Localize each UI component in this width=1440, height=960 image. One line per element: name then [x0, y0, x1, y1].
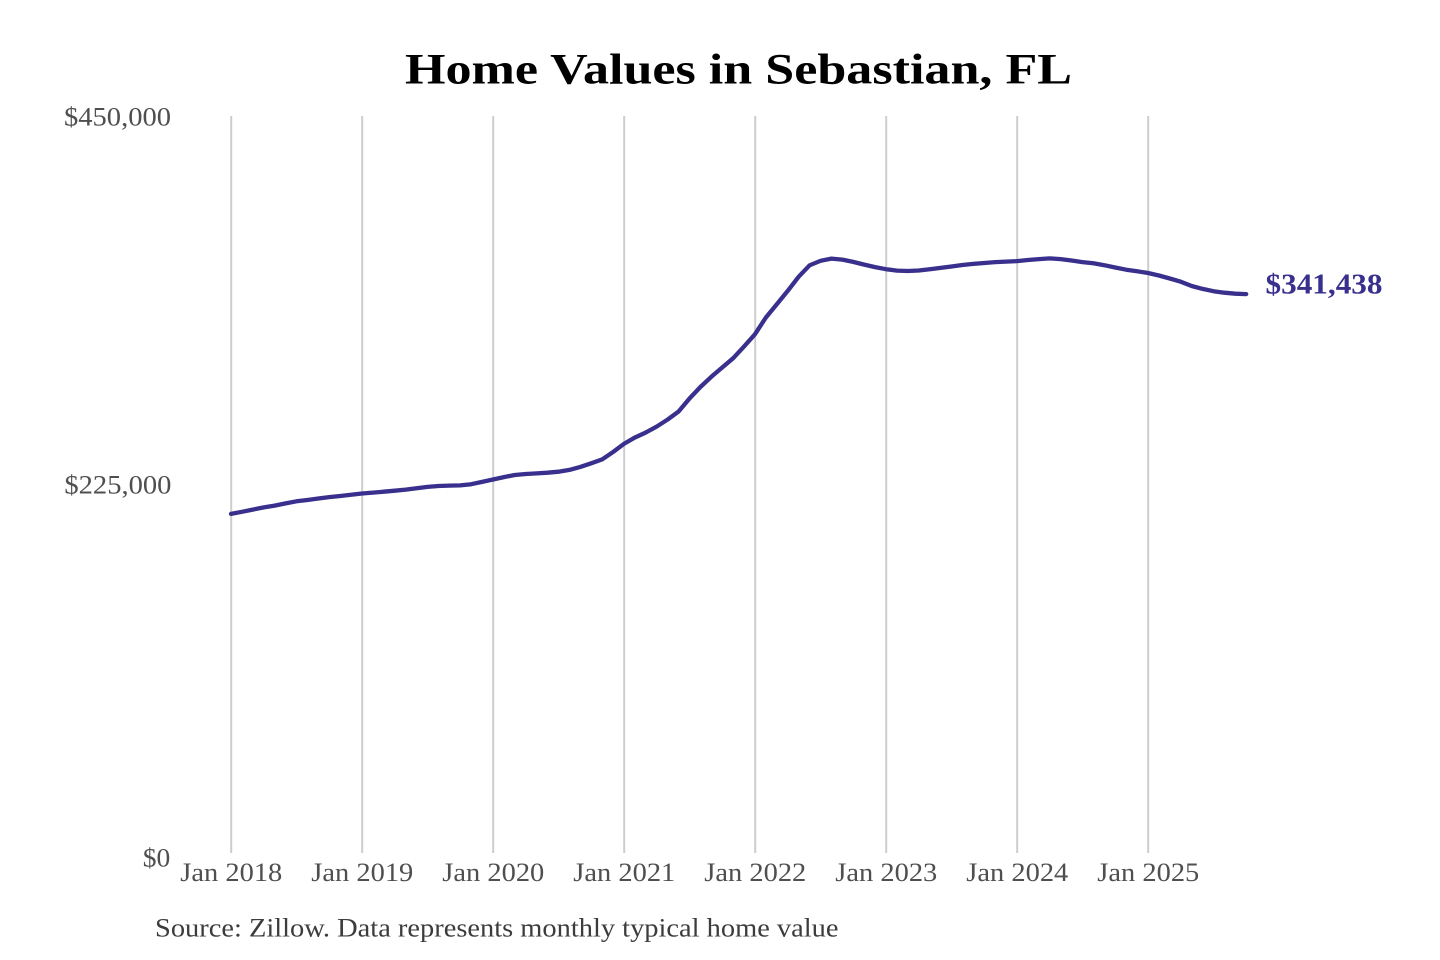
svg-text:Jan 2018: Jan 2018 [180, 858, 282, 887]
svg-text:Jan 2023: Jan 2023 [835, 858, 937, 887]
svg-text:Jan 2024: Jan 2024 [966, 858, 1068, 887]
svg-text:$225,000: $225,000 [64, 470, 171, 499]
svg-text:Jan 2019: Jan 2019 [311, 858, 413, 887]
svg-text:Jan 2021: Jan 2021 [573, 858, 675, 887]
svg-text:$341,438: $341,438 [1266, 269, 1383, 300]
svg-text:Source: Zillow. Data represent: Source: Zillow. Data represents monthly … [155, 913, 839, 942]
svg-text:Jan 2025: Jan 2025 [1097, 858, 1199, 887]
svg-text:$450,000: $450,000 [64, 103, 171, 132]
svg-text:$0: $0 [143, 843, 171, 872]
svg-text:Jan 2022: Jan 2022 [704, 858, 806, 887]
svg-text:Jan 2020: Jan 2020 [442, 858, 544, 887]
svg-text:Home Values in Sebastian, FL: Home Values in Sebastian, FL [405, 47, 1072, 94]
